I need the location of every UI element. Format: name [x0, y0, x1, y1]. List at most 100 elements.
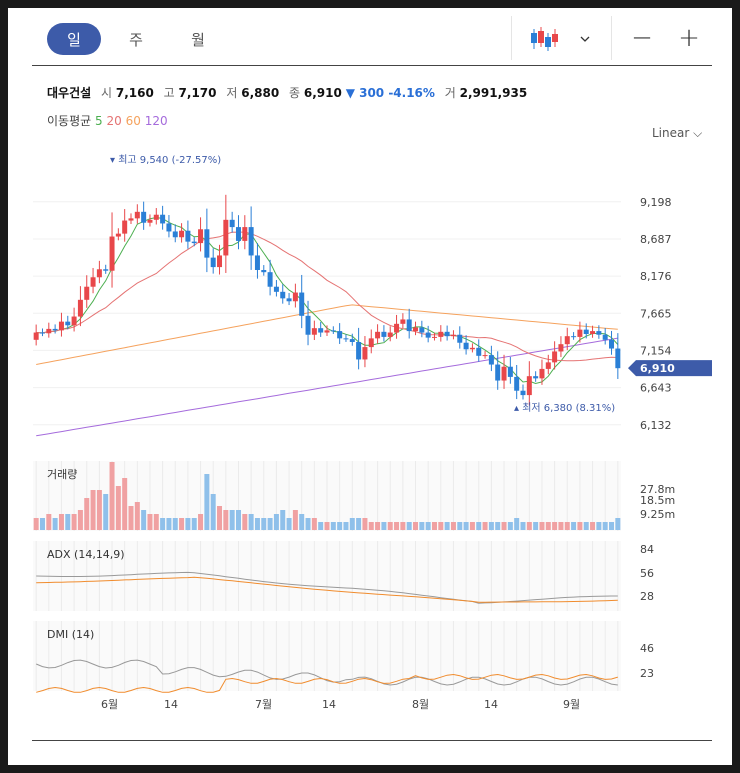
candle-body: [153, 214, 159, 220]
pdi-line: [36, 659, 618, 686]
volume-bar: [52, 518, 58, 530]
volume-bar: [286, 518, 292, 530]
x-axis-label: 8월: [412, 698, 429, 711]
candle-body: [526, 376, 532, 396]
dmi-tick-label: 23: [640, 667, 654, 680]
candle-body: [577, 329, 583, 337]
candle-body: [596, 331, 602, 335]
x-axis-label: 14: [164, 698, 178, 711]
candle-body: [198, 229, 204, 244]
price-tick-label: 8,176: [640, 270, 672, 283]
volume-bar: [84, 498, 90, 530]
volume-bar: [413, 522, 419, 530]
candle-body: [134, 211, 140, 219]
chevron-down-icon: ⌵: [693, 126, 703, 140]
candle-body: [33, 332, 39, 340]
volume-bar: [501, 522, 507, 530]
volume-bar: [450, 522, 456, 530]
scale-dropdown[interactable]: Linear ⌵: [652, 126, 702, 141]
candle-body: [368, 338, 374, 348]
volume-bar: [324, 522, 330, 530]
volume-bar: [58, 514, 64, 530]
candle-body: [191, 241, 197, 244]
candle-body: [235, 227, 241, 241]
volume-bar: [438, 522, 444, 530]
x-axis-label: 14: [484, 698, 498, 711]
volume-bar: [362, 518, 368, 530]
volume-bar: [444, 522, 450, 530]
volume-bar: [198, 514, 204, 530]
volume-bar: [476, 522, 482, 530]
candle-body: [229, 219, 235, 228]
volume-bar: [368, 522, 374, 530]
volume-bar: [564, 522, 570, 530]
candle-body: [482, 355, 488, 357]
candle-body: [469, 347, 475, 350]
candle-body: [71, 316, 77, 326]
volume-bar: [305, 518, 311, 530]
volume-tick-label: 18.5m: [640, 494, 675, 507]
volume-bar: [65, 514, 71, 530]
volume-bar: [571, 522, 577, 530]
ma60-label: 60: [125, 114, 141, 128]
volume-bar: [583, 522, 589, 530]
candle-body: [545, 362, 551, 369]
volume-bar: [292, 510, 298, 530]
zoom-out-button[interactable]: −: [631, 23, 653, 53]
volume-bar: [280, 510, 286, 530]
volume-bar: [204, 474, 210, 530]
volume-bar: [469, 522, 475, 530]
adx-tick-label: 28: [640, 590, 654, 603]
candle-body: [343, 338, 349, 340]
candle-body: [476, 347, 482, 356]
candle-body: [590, 331, 596, 334]
candle-body: [128, 218, 134, 221]
volume-bar: [349, 518, 355, 530]
volume-bar: [90, 490, 96, 530]
candle-body: [438, 331, 444, 337]
divider: [511, 16, 512, 60]
tab-day[interactable]: 일: [47, 23, 101, 55]
candle-body: [425, 332, 431, 338]
candle-body: [280, 291, 286, 299]
candle-body: [46, 328, 52, 334]
zoom-in-button[interactable]: +: [678, 23, 700, 53]
candle-body: [615, 348, 621, 369]
x-axis-label: 7월: [255, 698, 272, 711]
candle-body: [179, 230, 185, 238]
candle-body: [305, 315, 311, 335]
volume-tick-label: 9.25m: [640, 508, 675, 521]
candle-body: [602, 334, 608, 340]
price-chart[interactable]: 9,198 8,687 8,176 7,665 7,154 6,643 6,132 ▾ 최고 …: [8, 8, 732, 728]
low-marker: ▴ 최저 6,380 (8.31%): [514, 402, 615, 414]
candle-body: [450, 334, 456, 337]
candle-body: [52, 328, 58, 331]
volume-bar: [590, 522, 596, 530]
volume-bar: [267, 518, 273, 530]
candle-body: [299, 292, 305, 316]
ma120-line: [36, 337, 618, 437]
candle-body: [356, 342, 362, 360]
candle-body: [254, 255, 260, 270]
volume-bar: [577, 522, 583, 530]
ma5-label: 5: [95, 114, 103, 128]
chart-type-button[interactable]: [526, 25, 596, 53]
candle-body: [583, 329, 589, 334]
adx-panel-label: ADX (14,14,9): [47, 548, 125, 561]
ma-label: 이동평균: [47, 114, 92, 128]
candle-body: [90, 277, 96, 287]
ma60-line: [36, 304, 618, 365]
current-price-badge: [628, 360, 712, 377]
tab-week[interactable]: 주: [129, 30, 143, 49]
candlestick-icon: [531, 27, 590, 51]
ma20-line: [36, 231, 618, 362]
x-axis-label: 9월: [563, 698, 580, 711]
candle-body: [387, 332, 393, 337]
candle-body: [337, 331, 343, 339]
tab-month[interactable]: 월: [191, 30, 205, 49]
candle-body: [242, 227, 248, 241]
volume-bar: [160, 518, 166, 530]
volume-bar: [482, 522, 488, 530]
candle-body: [564, 336, 570, 345]
volume-bar: [153, 514, 159, 530]
